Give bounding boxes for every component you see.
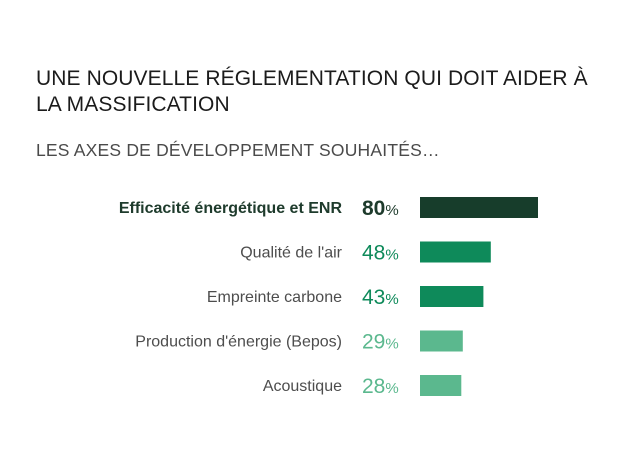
bar [420, 197, 538, 218]
bar [420, 330, 463, 352]
value-label: 43% [362, 286, 399, 309]
category-label: Empreinte carbone [207, 289, 342, 306]
category-label: Qualité de l'air [240, 245, 342, 262]
category-label: Efficacité énergétique et ENR [119, 200, 343, 217]
chart-subtitle: LES AXES DE DÉVELOPPEMENT SOUHAITÉS… [36, 140, 440, 160]
bar [420, 241, 491, 263]
value-label: 80% [362, 197, 399, 220]
category-label: Production d'énergie (Bepos) [135, 334, 342, 351]
bar [420, 375, 462, 396]
chart-title: UNE NOUVELLE RÉGLEMENTATION QUI DOIT AID… [36, 67, 588, 116]
value-label: 29% [362, 331, 399, 354]
value-label: 28% [362, 375, 399, 398]
bar [420, 286, 484, 307]
value-label: 48% [362, 242, 399, 265]
category-label: Acoustique [263, 378, 342, 395]
